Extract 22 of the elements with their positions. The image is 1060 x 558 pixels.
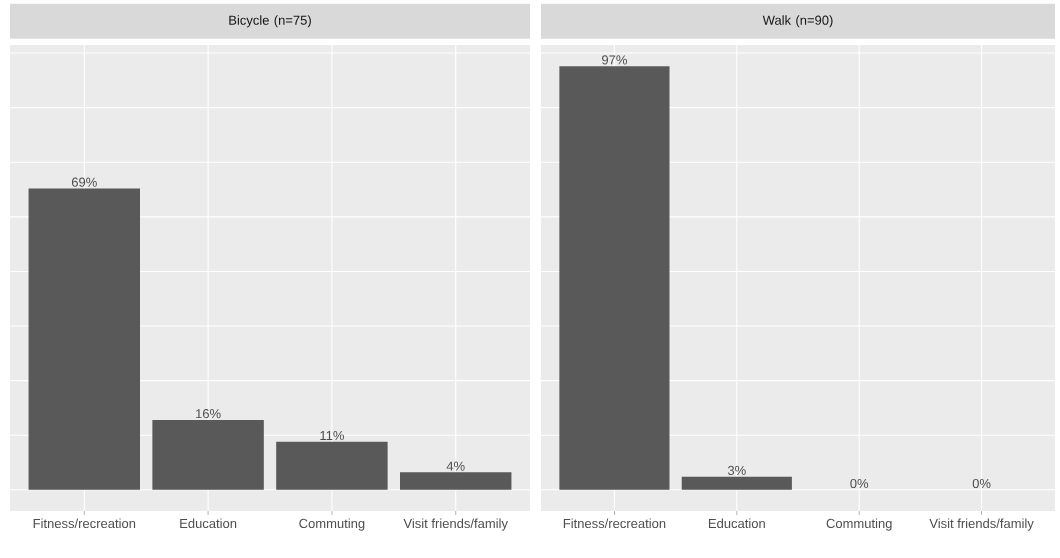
bar <box>276 441 388 490</box>
x-tick-label: Commuting <box>826 518 892 531</box>
data-label: 69% <box>71 177 97 187</box>
x-tick-label: Fitness/recreation <box>563 518 666 529</box>
data-label: 97% <box>602 55 627 65</box>
chart-title: Walk (n=90) <box>762 15 833 28</box>
x-tick-label: Education <box>708 518 765 529</box>
bar <box>400 472 512 490</box>
data-label: 11% <box>320 430 344 441</box>
x-tick-label: Visit friends/family <box>929 518 1034 531</box>
x-tick-label: Fitness/recreation <box>33 518 136 529</box>
bar <box>28 188 140 490</box>
data-label: 4% <box>446 461 465 471</box>
x-tick-label: Commuting <box>299 518 365 531</box>
x-tick-label: Visit friends/family <box>403 518 508 531</box>
data-label: 16% <box>196 409 221 419</box>
data-label: 0% <box>972 478 991 489</box>
data-label: 0% <box>850 478 869 489</box>
data-label: 3% <box>727 465 746 476</box>
bar <box>152 419 264 490</box>
chart-title: Bicycle (n=75) <box>229 15 311 28</box>
x-tick-label: Education <box>180 518 237 529</box>
